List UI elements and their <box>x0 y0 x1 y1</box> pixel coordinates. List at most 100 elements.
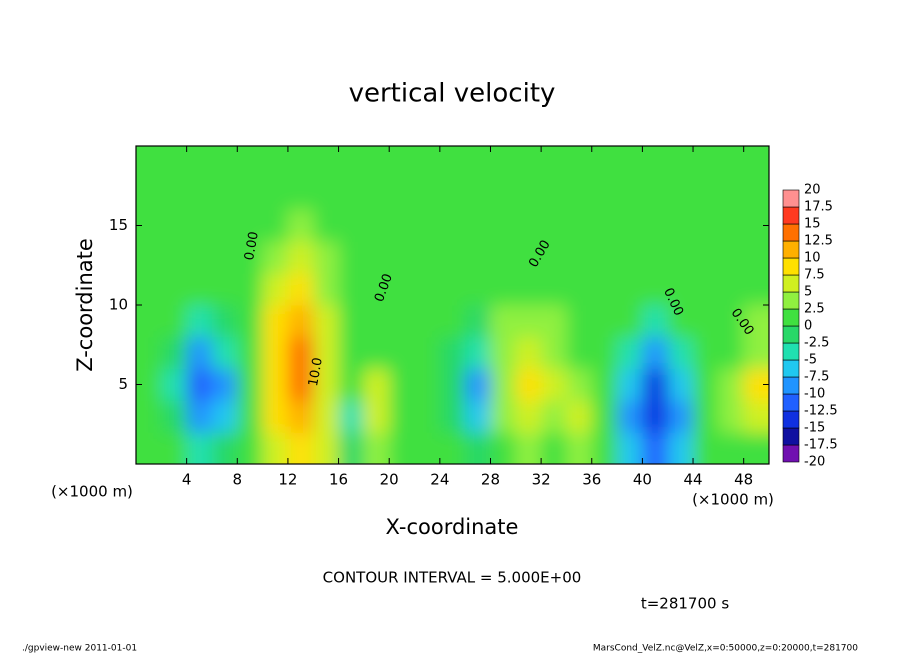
field-cell <box>743 241 769 274</box>
field-cell <box>465 432 491 464</box>
field-cell <box>237 146 264 179</box>
field-cell <box>363 432 390 464</box>
field-cell <box>693 177 719 211</box>
field-cell <box>693 336 719 370</box>
field-cell <box>465 241 491 274</box>
field-cell <box>591 177 618 211</box>
field-cell <box>667 177 694 211</box>
field-cell <box>287 305 314 338</box>
field-cell <box>389 146 416 179</box>
field-cell <box>541 273 567 306</box>
x-tick-label: 16 <box>329 471 348 489</box>
field-cell <box>186 177 213 211</box>
field-cell <box>490 146 517 179</box>
field-cell <box>211 273 238 306</box>
colorbar-label: -15 <box>804 421 825 436</box>
x-tick-label: 20 <box>380 471 399 489</box>
field-cell <box>262 241 289 274</box>
field-cell <box>439 177 466 211</box>
field-cell <box>161 305 188 338</box>
field-cell <box>161 209 188 242</box>
colorbar-label: -12.5 <box>804 404 838 419</box>
field-cell <box>667 146 694 179</box>
field-cell <box>186 273 213 306</box>
field-cell <box>667 368 694 401</box>
field-cell <box>642 241 669 274</box>
field-cell <box>363 209 390 242</box>
field-cell <box>414 177 441 211</box>
field-cell <box>389 336 416 370</box>
field-cell <box>186 368 213 401</box>
field-cell <box>693 400 719 433</box>
field-cell <box>617 241 643 274</box>
field-cell <box>693 209 719 242</box>
field-cell <box>465 400 491 433</box>
field-cell <box>211 177 238 211</box>
field-cell <box>617 400 643 433</box>
field-cell <box>642 209 669 242</box>
field-cell <box>439 273 466 306</box>
field-cell <box>591 273 618 306</box>
field-cell <box>211 305 238 338</box>
field-cell <box>439 146 466 179</box>
field-cell <box>262 432 289 464</box>
field-cell <box>389 273 416 306</box>
colorbar-band <box>782 444 800 463</box>
field-cell <box>237 400 264 433</box>
field-cell <box>718 336 745 370</box>
colorbar-band <box>782 240 800 259</box>
field-cell <box>338 273 365 306</box>
field-cell <box>743 146 769 179</box>
field-cell <box>591 146 618 179</box>
field-cell <box>338 241 365 274</box>
field-cell <box>389 432 416 464</box>
field-cell <box>515 209 542 242</box>
field-cell <box>186 209 213 242</box>
x-tick-label: 44 <box>683 471 702 489</box>
colorbar-band <box>782 376 800 395</box>
colorbar-label: 2.5 <box>804 302 825 317</box>
field-cell <box>338 336 365 370</box>
colorbar-band <box>782 393 800 412</box>
field-cell <box>186 241 213 274</box>
field-cell <box>389 305 416 338</box>
field-cell <box>363 273 390 306</box>
time-label: t=281700 s <box>641 595 729 613</box>
field-cell <box>566 305 593 338</box>
field-cell <box>718 241 745 274</box>
field-cell <box>515 241 542 274</box>
field-cell <box>389 209 416 242</box>
field-cell <box>743 336 769 370</box>
field-cell <box>490 305 517 338</box>
colorbar-label: -7.5 <box>804 370 829 385</box>
contour-interval: CONTOUR INTERVAL = 5.000E+00 <box>323 569 582 587</box>
colorbar-label: 20 <box>804 183 821 198</box>
field-cell <box>591 305 618 338</box>
field-cell <box>161 146 188 179</box>
field-cell <box>667 400 694 433</box>
field-cell <box>338 177 365 211</box>
x-tick-label: 24 <box>430 471 449 489</box>
y-axis-label: Z-coordinate <box>73 238 97 372</box>
field-cell <box>363 368 390 401</box>
field-cell <box>693 305 719 338</box>
field-cell <box>136 146 162 179</box>
field-cell <box>566 241 593 274</box>
field-cell <box>693 432 719 464</box>
field-cell <box>313 146 340 179</box>
colorbar-label: 0 <box>804 319 812 334</box>
field <box>136 146 769 464</box>
field-cell <box>363 241 390 274</box>
field-cell <box>718 305 745 338</box>
field-cell <box>541 432 567 464</box>
field-cell <box>718 146 745 179</box>
field-cell <box>262 177 289 211</box>
field-cell <box>718 400 745 433</box>
field-cell <box>541 209 567 242</box>
field-cell <box>414 432 441 464</box>
field-cell <box>136 336 162 370</box>
field-cell <box>262 146 289 179</box>
colorbar-label: -17.5 <box>804 438 838 453</box>
field-cell <box>642 146 669 179</box>
field-cell <box>667 432 694 464</box>
